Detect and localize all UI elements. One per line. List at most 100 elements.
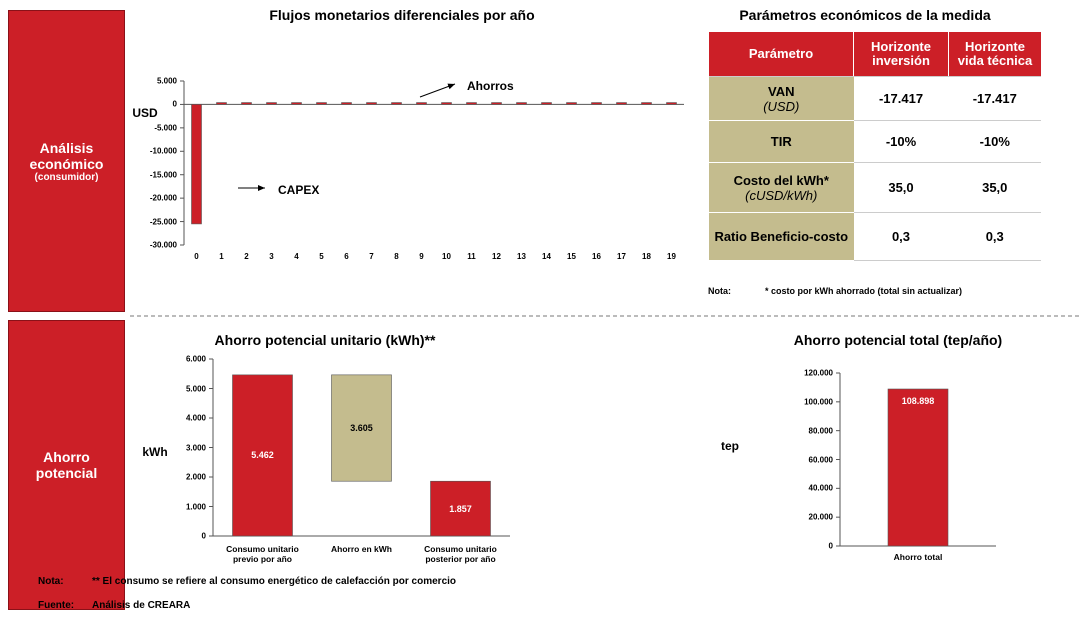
y-tick-label: 80.000: [808, 426, 833, 436]
x-tick-label: 6: [344, 252, 349, 261]
sidebar-box: Análisis económico (consumidor): [8, 10, 125, 312]
note-label: Nota:: [38, 576, 64, 587]
y-tick-label: -25.000: [149, 217, 177, 227]
chart-title: Ahorro potencial unitario (kWh)**: [214, 332, 436, 348]
x-tick-label: 1: [219, 252, 224, 261]
x-tick-label: 18: [642, 252, 651, 261]
table-row: Ratio Beneficio-costo 0,3 0,3: [709, 212, 1041, 261]
bar: [391, 102, 402, 105]
y-tick-label: 40.000: [808, 483, 833, 493]
x-tick-label: 11: [467, 252, 476, 261]
x-tick-label: 7: [369, 252, 374, 261]
note-label: Nota:: [708, 286, 731, 296]
x-tick-label: Consumo unitario previo por año: [226, 544, 299, 564]
x-tick-label: 19: [667, 252, 676, 261]
x-tick-label: 8: [394, 252, 399, 261]
y-tick-label: 120.000: [804, 368, 833, 378]
bar: [291, 102, 302, 105]
y-tick-label: 5.000: [156, 76, 177, 86]
header: Parámetro: [709, 32, 854, 77]
y-tick-label: -5.000: [154, 123, 177, 133]
y-tick-label: 4.000: [185, 413, 206, 423]
y-tick-label: 6.000: [185, 354, 206, 364]
axis-label: kWh: [142, 445, 168, 459]
value-label: 5.462: [251, 450, 274, 461]
x-tick-label: Consumo unitario posterior por año: [424, 544, 497, 564]
x-tick-label: 3: [269, 252, 274, 261]
y-tick-label: 0: [828, 541, 833, 551]
x-tick-label: 17: [617, 252, 626, 261]
sidebar-title: Análisis económico: [29, 139, 104, 172]
x-tick-label: 13: [517, 252, 526, 261]
source: Análisis de CREARA: [92, 600, 191, 611]
arrow: [419, 83, 456, 98]
x-tick-label: 16: [592, 252, 601, 261]
table-title: Parámetros económicos de la medida: [739, 7, 991, 23]
param-cell: Costo del kWh* (cUSD/kWh): [709, 162, 854, 213]
source-label: Fuente:: [38, 600, 75, 611]
y-tick-label: 20.000: [808, 512, 833, 522]
bar: [416, 102, 427, 105]
header: Horizonte inversión: [853, 32, 949, 77]
x-tick-label: 12: [492, 252, 501, 261]
bar: [591, 102, 602, 105]
value-label: 108.898: [901, 396, 935, 406]
note: ** El consumo se refiere al consumo ener…: [92, 576, 457, 587]
y-tick-label: 5.000: [185, 384, 206, 393]
param-cell: TIR: [709, 120, 854, 163]
y-tick-label: 3.000: [185, 443, 206, 452]
x-tick-label: 2: [244, 252, 249, 261]
value-cell: -10%: [853, 120, 949, 163]
chart-title: Flujos monetarios diferenciales por año: [269, 7, 535, 23]
bar: [491, 102, 502, 105]
bar: [516, 102, 527, 105]
bar: [232, 374, 293, 537]
bar: [191, 104, 202, 225]
param-name: TIR: [770, 134, 792, 149]
value-label: 3.605: [350, 423, 373, 434]
table: Parámetro Horizonte inversión Horizonte vi…: [709, 32, 1041, 261]
x-tick-label: Ahorro en kWh: [331, 544, 392, 554]
note: * costo por kWh ahorrado (total sin actu…: [765, 286, 963, 296]
param-name: VAN: [768, 83, 795, 99]
bar: [331, 374, 392, 482]
chart-title: Ahorro potencial total (tep/año): [793, 332, 1003, 348]
header: Horizonte vida técnica: [948, 32, 1041, 77]
x-tick-label: 9: [419, 252, 424, 261]
bar: [666, 102, 677, 105]
x-tick-label: 10: [442, 252, 451, 261]
bar: [541, 102, 552, 105]
x-tick-label: Ahorro total: [893, 552, 943, 562]
bar: [430, 480, 491, 537]
y-tick-label: 0: [172, 99, 177, 109]
param-unit: (cUSD/kWh): [745, 187, 818, 203]
annotation: CAPEX: [278, 183, 320, 197]
bar: [887, 388, 949, 547]
value-cell: -17.417: [853, 76, 949, 121]
bar: [241, 102, 252, 105]
sidebar-subtitle: (consumidor): [34, 171, 99, 183]
value-cell: -10%: [948, 120, 1041, 163]
x-tick-label: 4: [294, 252, 299, 261]
annotation: Ahorros: [467, 79, 514, 93]
param-unit: (USD): [763, 98, 800, 114]
bar: [266, 102, 277, 105]
param-name: Ratio Beneficio-costo: [714, 229, 849, 244]
y-tick-label: 100.000: [804, 397, 833, 407]
value-cell: 35,0: [853, 162, 949, 213]
bar: [216, 102, 227, 105]
axis-label: tep: [721, 439, 739, 453]
bar: [566, 102, 577, 105]
param-cell: Ratio Beneficio-costo: [709, 212, 854, 261]
x-tick-label: 5: [319, 252, 324, 261]
bar: [441, 102, 452, 105]
y-tick-label: 2.000: [185, 472, 206, 482]
value-cell: 0,3: [948, 212, 1041, 261]
bar: [316, 102, 327, 105]
bar: [616, 102, 627, 105]
value-cell: 0,3: [853, 212, 949, 261]
x-tick-label: 0: [194, 252, 199, 261]
y-tick-label: -10.000: [149, 146, 177, 156]
